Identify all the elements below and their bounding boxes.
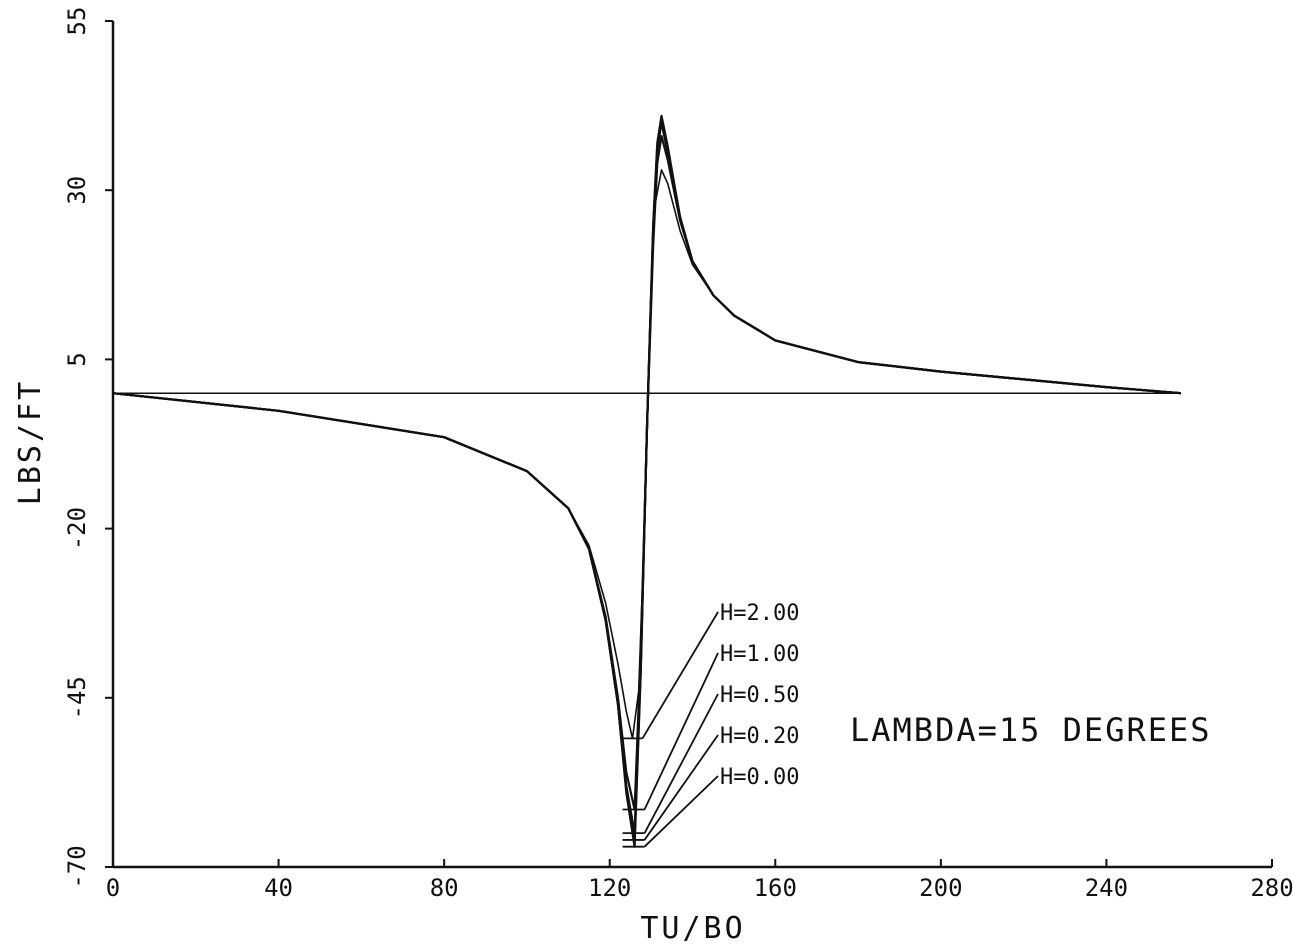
legend-leader-diagonal [643,652,719,810]
y-tick-label: -20 [63,507,91,550]
legend-label: H=0.50 [720,683,799,708]
legend-leader-diagonal [641,611,719,739]
legend-leader-diagonal [643,734,719,841]
legend-label: H=1.00 [720,642,799,667]
legend-label: H=2.00 [720,601,799,626]
legend-leader-diagonal [643,693,719,834]
x-tick-label: 80 [430,874,459,902]
y-tick-label: 5 [63,352,91,366]
x-tick-label: 160 [754,874,797,902]
lambda-annotation: LAMBDA=15 DEGREES [850,711,1212,749]
x-tick-label: 0 [106,874,120,902]
x-tick-label: 40 [264,874,293,902]
legend-label: H=0.00 [720,765,799,790]
x-tick-label: 240 [1085,874,1128,902]
y-tick-label: 30 [63,176,91,205]
x-axis-title: TU/BO [640,911,745,946]
legend-leader-diagonal [643,775,719,848]
y-tick-label: -70 [63,845,91,888]
y-tick-label: -45 [63,676,91,719]
x-axis: 0 40 80 120 160 200 240 280 [106,859,1293,902]
y-axis-title: LBS/FT [13,379,48,505]
y-tick-label: 55 [63,7,91,36]
series-line [112,135,1181,811]
legend: H=2.00 H=1.00 H=0.50 H=0.20 H=0.00 [620,601,799,848]
plot-area [111,21,1272,869]
x-tick-label: 280 [1250,874,1293,902]
x-tick-label: 200 [919,874,962,902]
legend-label: H=0.20 [720,724,799,749]
x-tick-label: 120 [588,874,631,902]
y-axis: -70 -45 -20 5 30 55 [63,7,113,889]
series-line [112,114,1181,848]
